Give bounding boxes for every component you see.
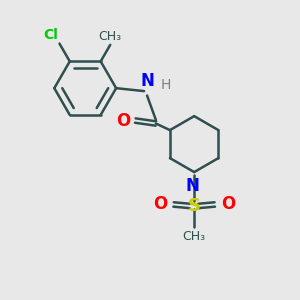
Text: CH₃: CH₃ [99, 30, 122, 43]
Text: H: H [161, 78, 171, 92]
Text: CH₃: CH₃ [183, 230, 206, 242]
Text: S: S [188, 197, 201, 215]
Text: N: N [140, 72, 154, 90]
Text: Cl: Cl [43, 28, 58, 42]
Text: O: O [117, 112, 131, 130]
Text: N: N [186, 177, 200, 195]
Text: O: O [153, 196, 168, 214]
Text: O: O [221, 196, 235, 214]
